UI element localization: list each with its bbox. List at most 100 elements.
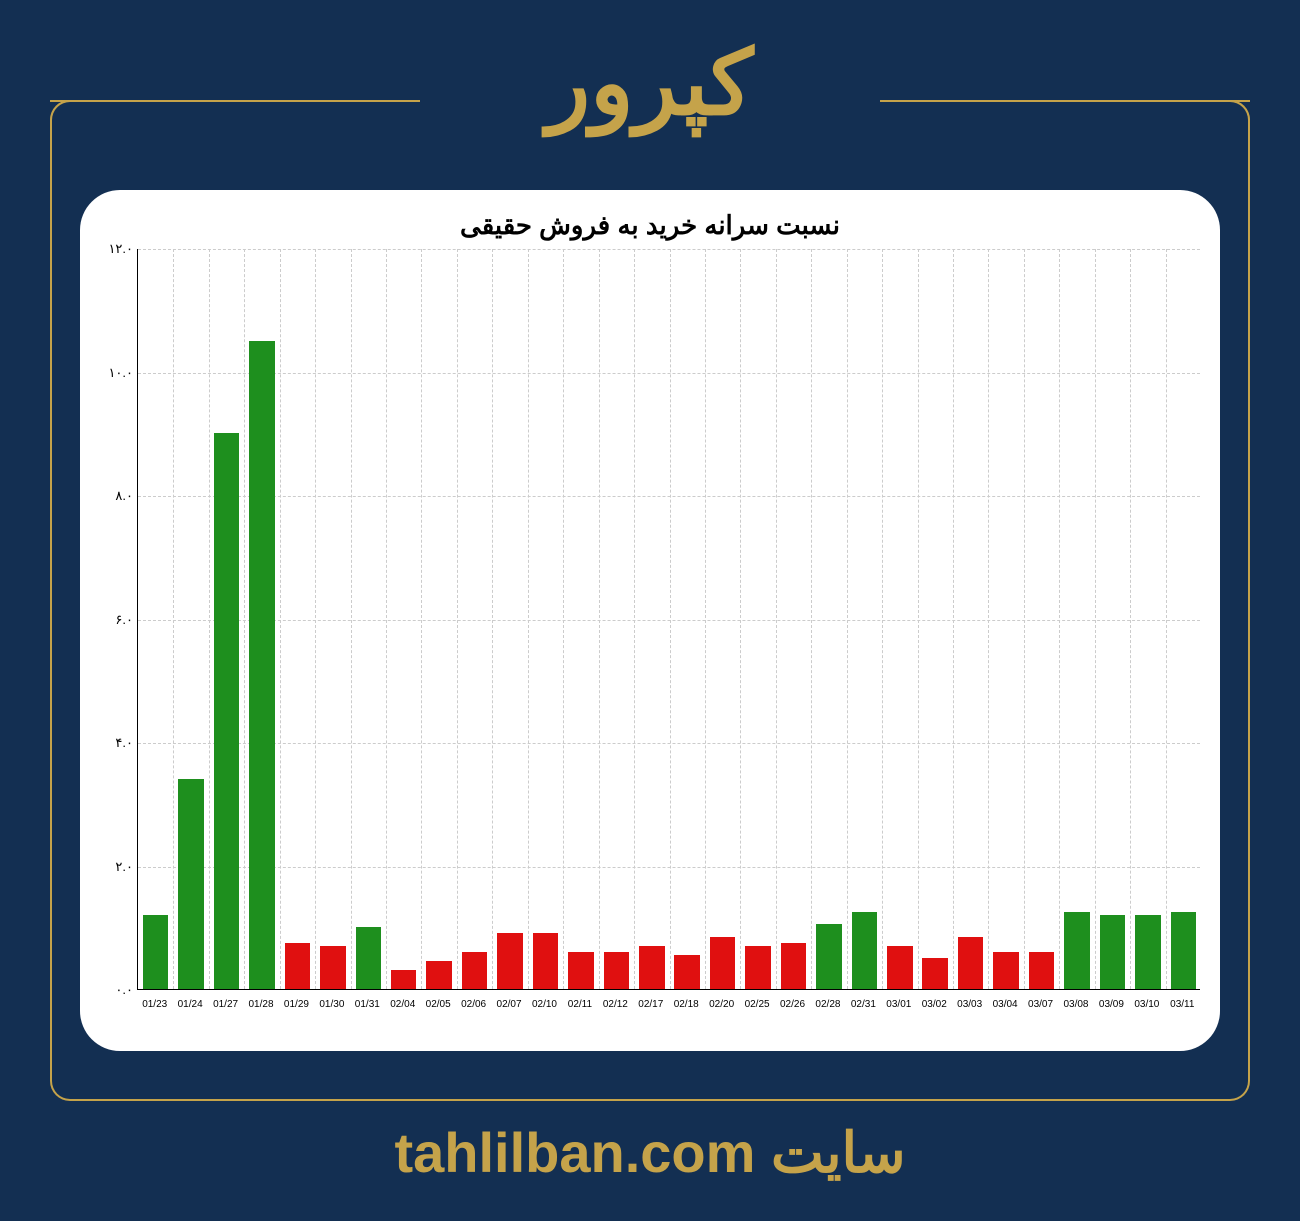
x-tick-label: 02/31 [851,999,876,1010]
gridline-v [1130,249,1131,989]
x-tick-label: 03/02 [922,999,947,1010]
x-tick-label: 02/25 [745,999,770,1010]
plot-area [137,249,1200,990]
gridline-v [740,249,741,989]
x-tick-label: 02/10 [532,999,557,1010]
bar [1064,912,1090,989]
bar [710,937,736,989]
footer-url: tahlilban.com [394,1121,755,1184]
footer-prefix: سایت [771,1121,906,1184]
gridline-v [847,249,848,989]
gridline-v [244,249,245,989]
gridline-v [1095,249,1096,989]
gridline-v [209,249,210,989]
x-tick-label: 03/03 [957,999,982,1010]
bar [1171,912,1197,989]
gridline-v [492,249,493,989]
bar [745,946,771,989]
bar [533,933,559,989]
x-tick-label: 03/11 [1170,999,1194,1010]
bar [887,946,913,989]
gridline-v [386,249,387,989]
bar [1029,952,1055,989]
bar [639,946,665,989]
x-tick-label: 02/17 [638,999,663,1010]
gridline-v [1024,249,1025,989]
x-tick-label: 02/07 [497,999,522,1010]
bar [568,952,594,989]
chart-title: نسبت سرانه خرید به فروش حقیقی [95,210,1205,241]
x-tick-label: 01/30 [319,999,344,1010]
gridline-v [776,249,777,989]
x-tick-label: 02/05 [426,999,451,1010]
x-tick-label: 03/08 [1063,999,1088,1010]
bar [922,958,948,989]
x-tick-label: 02/18 [674,999,699,1010]
bar [426,961,452,989]
y-tick-label: ۲.۰ [95,859,133,875]
plot-wrap: ۰.۰۲.۰۴.۰۶.۰۸.۰۱۰.۰۱۲.۰ 01/2301/2401/270… [95,249,1205,1020]
gridline-v [811,249,812,989]
bar [143,915,169,989]
x-tick-label: 03/07 [1028,999,1053,1010]
bar [497,933,523,989]
page-title: کپرور [0,30,1300,138]
x-tick-label: 02/20 [709,999,734,1010]
bar [178,779,204,989]
gridline-v [280,249,281,989]
gridline-v [351,249,352,989]
x-tick-label: 01/29 [284,999,309,1010]
y-tick-label: ۱۲.۰ [95,241,133,257]
gridline-v [1059,249,1060,989]
x-tick-label: 03/09 [1099,999,1124,1010]
gridline-v [599,249,600,989]
x-tick-label: 01/23 [142,999,167,1010]
x-tick-label: 02/12 [603,999,628,1010]
bar [214,433,240,989]
x-tick-label: 02/06 [461,999,486,1010]
gridline-v [173,249,174,989]
x-tick-label: 01/24 [178,999,203,1010]
y-tick-label: ۱۰.۰ [95,365,133,381]
gridline-v [563,249,564,989]
chart-panel: نسبت سرانه خرید به فروش حقیقی ۰.۰ ۲.۰ ۴.۰ ۶… [80,190,1220,1051]
x-tick-label: 02/28 [815,999,840,1010]
gridline-v [421,249,422,989]
x-tick-label: 01/31 [355,999,380,1010]
x-tick-label: 02/11 [568,999,592,1010]
x-tick-label: 03/10 [1134,999,1159,1010]
bar [356,927,382,989]
bar [462,952,488,989]
bar [816,924,842,989]
bar [781,943,807,989]
x-tick-label: 02/04 [390,999,415,1010]
bar [993,952,1019,989]
gridline-v [528,249,529,989]
gridline-v [634,249,635,989]
gridline-v [315,249,316,989]
x-tick-label: 01/27 [213,999,238,1010]
gridline-v [988,249,989,989]
bar [249,341,275,989]
gridline-v [953,249,954,989]
footer-text: سایت tahlilban.com [0,1120,1300,1186]
x-tick-label: 03/04 [993,999,1018,1010]
bar [674,955,700,989]
y-tick-label: ۴.۰ [95,735,133,751]
y-tick-label: ۶.۰ [95,612,133,628]
x-tick-label: 02/26 [780,999,805,1010]
y-tick-label: ۰.۰ [95,982,133,998]
gridline-v [1166,249,1167,989]
gridline-v [457,249,458,989]
bar [958,937,984,989]
gridline-v [670,249,671,989]
bar [852,912,878,989]
x-tick-label: 01/28 [249,999,274,1010]
bar [285,943,311,989]
bar [1135,915,1161,989]
x-tick-label: 03/01 [886,999,911,1010]
bar [391,970,417,989]
gridline-v [705,249,706,989]
gridline-v [918,249,919,989]
gridline-v [882,249,883,989]
